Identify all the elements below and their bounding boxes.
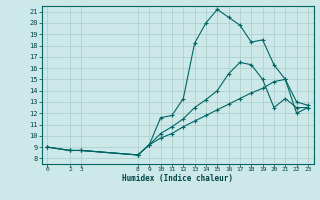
- X-axis label: Humidex (Indice chaleur): Humidex (Indice chaleur): [122, 174, 233, 183]
